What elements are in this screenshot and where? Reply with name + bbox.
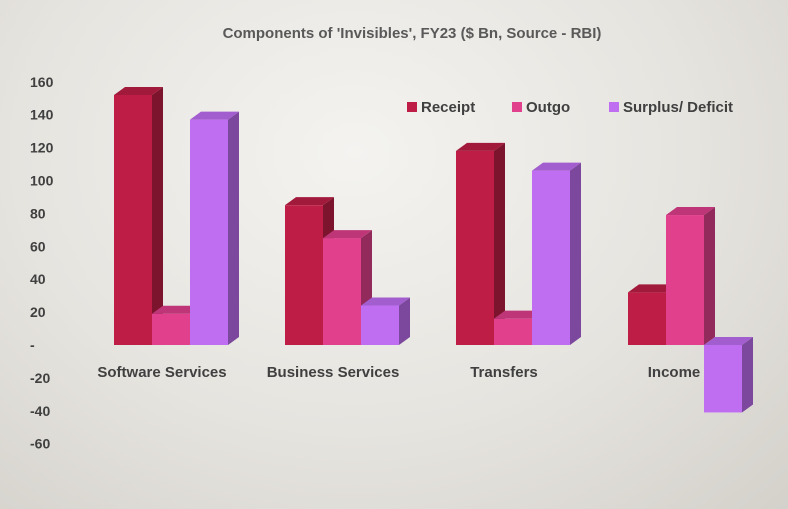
bar-top xyxy=(666,207,715,216)
y-tick-label: 120 xyxy=(30,140,54,156)
bar-front xyxy=(704,345,742,413)
bar-top xyxy=(628,284,677,293)
y-tick-label: 140 xyxy=(30,107,54,123)
bar-top xyxy=(152,305,201,314)
bar-top xyxy=(494,310,543,319)
x-axis: Software Services Business Services Transf… xyxy=(97,364,700,381)
legend-swatch xyxy=(512,102,522,112)
bar-top xyxy=(704,337,753,345)
y-tick-label: 20 xyxy=(30,304,46,320)
y-tick-label: 160 xyxy=(30,74,54,90)
bar-side xyxy=(494,142,505,345)
bar-side xyxy=(742,337,753,413)
bar-surplus-deficit-0 xyxy=(190,111,239,345)
bar-top xyxy=(190,111,239,120)
category-label: Transfers xyxy=(470,364,538,381)
bar-front xyxy=(628,292,666,345)
bar-side xyxy=(704,207,715,345)
y-tick-label: 80 xyxy=(30,205,46,221)
bar-front xyxy=(323,238,361,345)
legend-label: Surplus/ Deficit xyxy=(623,99,733,116)
y-tick-label: - xyxy=(30,337,35,353)
bar-top xyxy=(323,230,372,239)
bar-top xyxy=(532,162,581,171)
bar-side xyxy=(228,111,239,345)
bar-front xyxy=(666,215,704,345)
bar-surplus-deficit-1 xyxy=(361,297,410,345)
bar-front xyxy=(190,119,228,345)
category-label: Software Services xyxy=(97,364,226,381)
bar-surplus-deficit-2 xyxy=(532,162,581,345)
y-tick-label: 100 xyxy=(30,173,54,189)
category-label: Income xyxy=(648,364,701,381)
chart-title: Components of 'Invisibles', FY23 ($ Bn, … xyxy=(223,25,602,42)
bar-side xyxy=(152,86,163,346)
bar-top xyxy=(361,297,410,306)
y-tick-label: 40 xyxy=(30,271,46,287)
bar-top xyxy=(456,142,505,151)
legend-swatch xyxy=(609,102,619,112)
bar-top xyxy=(114,86,163,95)
y-tick-label: 60 xyxy=(30,238,46,254)
category-label: Business Services xyxy=(267,364,400,381)
legend-label: Receipt xyxy=(421,99,475,116)
y-tick-label: -60 xyxy=(30,436,50,452)
bar-front xyxy=(494,318,532,345)
legend-swatch xyxy=(407,102,417,112)
bar-top xyxy=(285,197,334,206)
bar-receipt-0 xyxy=(114,86,163,346)
bar-side xyxy=(399,297,410,345)
legend-label: Outgo xyxy=(526,99,570,116)
bar-front xyxy=(285,205,323,345)
bar-front xyxy=(114,94,152,346)
bar-front xyxy=(361,305,399,345)
legend: Receipt Outgo Surplus/ Deficit xyxy=(407,99,733,116)
bar-front xyxy=(152,313,190,345)
bars xyxy=(114,86,753,413)
bar-receipt-2 xyxy=(456,142,505,345)
y-tick-label: -40 xyxy=(30,403,50,419)
bar-surplus-deficit-3 xyxy=(704,337,753,413)
bar-front xyxy=(532,170,570,345)
bar-side xyxy=(570,162,581,345)
bar-outgo-3 xyxy=(666,207,715,345)
bar-front xyxy=(456,150,494,345)
y-tick-label: -20 xyxy=(30,370,50,386)
